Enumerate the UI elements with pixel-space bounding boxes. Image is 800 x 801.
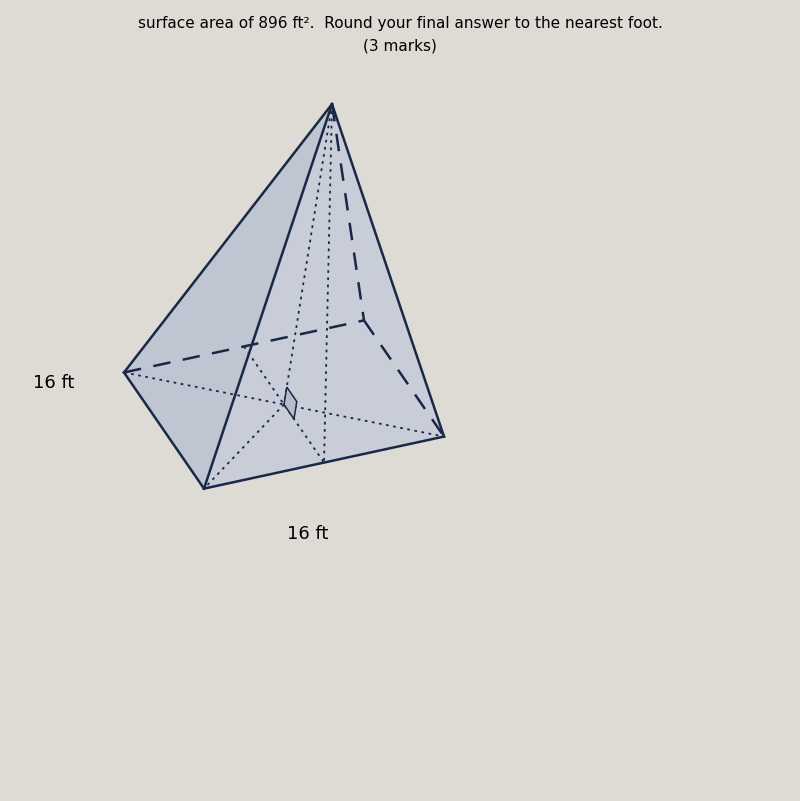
Polygon shape [332, 104, 444, 437]
Polygon shape [284, 387, 297, 419]
Text: 16 ft: 16 ft [33, 374, 74, 392]
Polygon shape [124, 104, 332, 489]
Text: 16 ft: 16 ft [287, 525, 329, 542]
Polygon shape [124, 320, 444, 489]
Polygon shape [204, 104, 444, 489]
Text: surface area of 896 ft².  Round your final answer to the nearest foot.: surface area of 896 ft². Round your fina… [138, 16, 662, 31]
Text: (3 marks): (3 marks) [363, 38, 437, 54]
Polygon shape [124, 104, 364, 372]
